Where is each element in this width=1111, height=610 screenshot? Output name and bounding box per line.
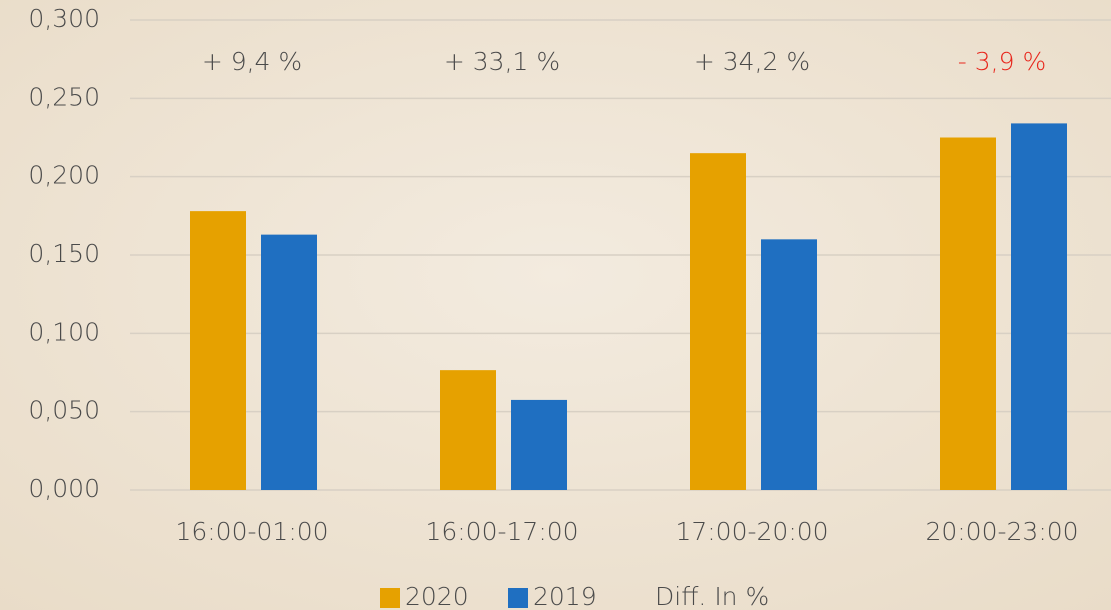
bar: [761, 239, 817, 490]
diff-label: - 3,9 %: [958, 47, 1046, 76]
legend-label: 2020: [405, 582, 469, 610]
legend-swatch: [508, 588, 528, 608]
diff-label: + 9,4 %: [202, 47, 302, 76]
y-tick-label: 0,200: [28, 161, 100, 190]
bar: [1011, 123, 1067, 491]
legend-swatch: [380, 588, 400, 608]
bar: [690, 153, 746, 490]
bar: [440, 370, 496, 490]
x-tick-label: 20:00-23:00: [925, 517, 1078, 546]
x-tick-label: 16:00-01:00: [175, 517, 328, 546]
x-tick-label: 16:00-17:00: [425, 517, 578, 546]
legend-label: 2019: [533, 582, 597, 610]
y-tick-label: 0,050: [28, 396, 100, 425]
y-tick-label: 0,250: [28, 82, 100, 111]
legend-label: Diff. In %: [655, 582, 769, 610]
diff-label: + 34,2 %: [694, 47, 810, 76]
diff-label: + 33,1 %: [444, 47, 560, 76]
y-tick-label: 0,100: [28, 317, 100, 346]
y-tick-label: 0,000: [28, 474, 100, 503]
bar: [261, 234, 317, 490]
y-tick-label: 0,300: [28, 4, 100, 33]
bar: [511, 399, 567, 490]
x-tick-label: 17:00-20:00: [675, 517, 828, 546]
y-tick-label: 0,150: [28, 239, 100, 268]
bar: [940, 137, 996, 490]
bar: [190, 211, 246, 490]
